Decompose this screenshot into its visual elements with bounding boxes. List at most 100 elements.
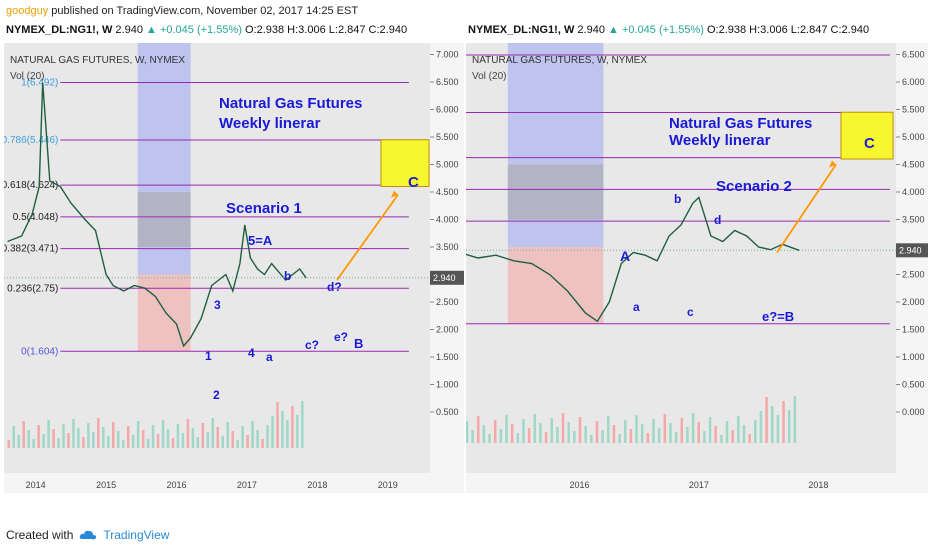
y-tick-label: 1.000 xyxy=(902,352,925,362)
volume-bar xyxy=(221,436,224,448)
x-tick-label: 2017 xyxy=(237,480,257,490)
y-tick-label: 3.500 xyxy=(902,215,925,225)
fib-level-label: 1(6.492) xyxy=(21,77,58,88)
volume-bar xyxy=(731,430,734,443)
volume-bar xyxy=(97,418,100,448)
wave-annotation: c? xyxy=(305,338,319,352)
footer: Created with TradingView xyxy=(6,528,169,542)
volume-bar xyxy=(226,422,229,448)
volume-bar xyxy=(669,423,672,443)
volume-bar xyxy=(201,423,205,448)
high: H:3.006 xyxy=(287,24,326,36)
volume-bar xyxy=(573,431,576,443)
volume-bar xyxy=(725,421,729,443)
chart-panel-right[interactable]: 6.5006.0005.5005.0004.5004.0003.5003.000… xyxy=(427,43,930,493)
author-link[interactable]: goodguy xyxy=(6,5,49,17)
volume-bar xyxy=(612,425,616,443)
volume-bar xyxy=(92,432,95,448)
volume-bar xyxy=(787,410,791,443)
volume-bar xyxy=(82,437,85,448)
projection-arrow xyxy=(776,163,837,254)
chart-panel-left[interactable]: 7.000 6.500 6.000 5.500 5.000 4.500 4.000 3.500… xyxy=(2,43,464,493)
volume-bar xyxy=(161,420,165,448)
volume-bar xyxy=(737,416,740,443)
last-price-tag xyxy=(896,243,930,258)
x-tick-label: 2019 xyxy=(378,480,398,490)
target-box xyxy=(840,111,894,160)
y-tick-label: 6.000 xyxy=(902,77,925,87)
volume-bar xyxy=(680,418,684,443)
volume-bar xyxy=(505,415,508,443)
volume-bar xyxy=(141,430,145,448)
volume-bar xyxy=(136,421,140,448)
y-axis-background xyxy=(430,43,464,493)
volume-bar xyxy=(211,418,215,448)
volume-bar xyxy=(17,435,20,448)
fib-level-label: 0(1.604) xyxy=(21,346,58,357)
fib-level-label: 0.382(3.471) xyxy=(4,244,58,255)
chart-title: NATURAL GAS FUTURES, W, NYMEX xyxy=(10,55,185,66)
fib-level-label: 0.236(2.75) xyxy=(7,283,58,294)
wave-annotation: A xyxy=(620,248,630,264)
low: L:2.847 xyxy=(328,24,366,36)
volume-bar xyxy=(151,425,155,448)
close: C:2.940 xyxy=(368,24,408,36)
y-tick-label: 0.500 xyxy=(436,407,459,417)
volume-bar xyxy=(72,419,75,448)
projection-arrow-head xyxy=(391,190,398,198)
volume-bar xyxy=(533,414,537,443)
volume-bar xyxy=(77,428,80,448)
y-tick-label: 2.500 xyxy=(436,297,459,307)
volume-bar xyxy=(742,425,746,443)
last-price: 2.940 xyxy=(577,24,605,36)
target-box xyxy=(380,139,430,187)
volume-bar xyxy=(276,402,279,448)
volume-bar xyxy=(556,427,559,443)
wave-annotation: e?=B xyxy=(762,309,794,324)
volume-bar xyxy=(561,413,565,443)
y-tick-label: 5.500 xyxy=(902,105,925,115)
volume-bar xyxy=(714,426,717,443)
volume-bar xyxy=(286,420,289,448)
tradingview-brand[interactable]: TradingView xyxy=(103,528,170,542)
wave-annotation: Natural Gas Futures xyxy=(219,95,362,112)
fib-level-label: 0.5(4.048) xyxy=(13,212,59,223)
last-price: 2.940 xyxy=(115,24,143,36)
volume-bar xyxy=(281,411,284,448)
volume-bar xyxy=(7,440,11,448)
volume-bar xyxy=(499,429,503,443)
volume-bar xyxy=(231,431,234,448)
volume-bar xyxy=(67,433,70,448)
x-axis-background xyxy=(466,473,896,493)
volume-bar xyxy=(12,426,15,448)
wave-annotation: Natural Gas Futures xyxy=(669,115,812,132)
volume-bar xyxy=(206,432,210,448)
up-arrow-icon: ▲ xyxy=(608,24,619,36)
retracement-shade-lower xyxy=(507,247,604,324)
close: C:2.940 xyxy=(830,24,870,36)
wave-annotation: Scenario 1 xyxy=(226,200,302,217)
volume-bar xyxy=(522,419,525,443)
volume-bar xyxy=(652,419,655,443)
volume-bar xyxy=(256,430,259,448)
volume-bar xyxy=(663,414,667,443)
chart-right-svg[interactable]: 6.5006.0005.5005.0004.5004.0003.5003.000… xyxy=(427,43,930,493)
x-tick-label: 2017 xyxy=(689,480,709,490)
symbol: NYMEX_DL:NG1!, W xyxy=(468,24,575,36)
wave-annotation: c xyxy=(687,305,694,319)
volume-bar xyxy=(196,437,200,448)
y-tick-label: 6.500 xyxy=(436,77,459,87)
indicator-label: Vol (20) xyxy=(472,71,506,82)
volume-bar xyxy=(216,427,220,448)
volume-bar xyxy=(102,427,105,448)
y-tick-label: 1.000 xyxy=(436,380,459,390)
y-tick-label: 5.000 xyxy=(436,160,459,170)
wave-annotation: a xyxy=(633,300,640,314)
chart-left-svg[interactable]: 7.000 6.500 6.000 5.500 5.000 4.500 4.000 3.500… xyxy=(2,43,464,493)
volume-bar xyxy=(296,415,299,448)
volume-bar xyxy=(595,421,599,443)
symbol-bar-right: NYMEX_DL:NG1!, W 2.940 ▲ +0.045 (+1.55%)… xyxy=(468,24,869,36)
retracement-shade-middle xyxy=(507,164,604,220)
wave-annotation: Weekly linerar xyxy=(219,115,321,132)
volume-bar xyxy=(291,406,294,448)
